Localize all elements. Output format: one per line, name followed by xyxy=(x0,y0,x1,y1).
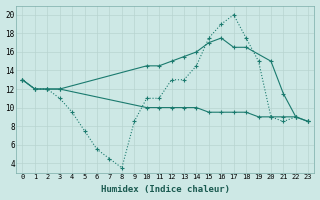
X-axis label: Humidex (Indice chaleur): Humidex (Indice chaleur) xyxy=(101,185,230,194)
